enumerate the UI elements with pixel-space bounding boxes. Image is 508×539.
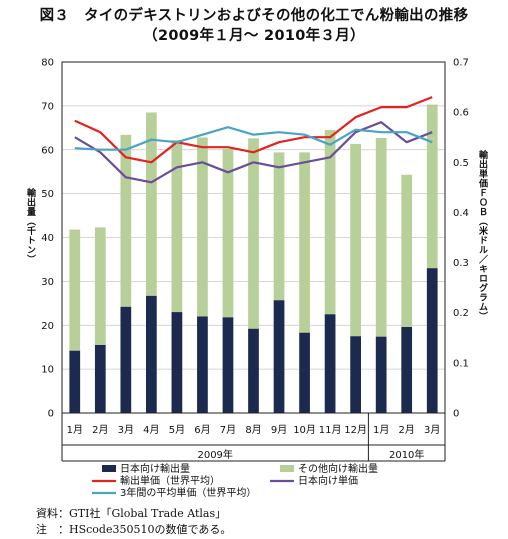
x-tick-label: 2月 bbox=[92, 424, 108, 436]
y-axis-right-label: 輸出単価ＦＯＢ（米ドル／キログラム） bbox=[477, 150, 487, 321]
bar-other-destinations bbox=[299, 152, 310, 333]
y-tick-label-right: 0.1 bbox=[453, 358, 469, 369]
remark-note: 注 ：HScode350510の数値である。 bbox=[36, 523, 232, 536]
bar-other-destinations bbox=[273, 152, 285, 301]
x-tick-label: 12月 bbox=[344, 424, 367, 436]
bar-other-destinations bbox=[197, 137, 208, 317]
x-tick-label: 8月 bbox=[245, 424, 261, 436]
y-tick-label-left: 20 bbox=[41, 321, 54, 332]
bar-japan bbox=[248, 328, 259, 413]
x-tick-label: 6月 bbox=[194, 424, 210, 436]
bar-japan bbox=[171, 312, 183, 413]
bar-other-destinations bbox=[146, 112, 157, 296]
legend-swatch bbox=[102, 465, 116, 472]
y-axis-left-label: 輸出量（千トン） bbox=[25, 188, 35, 264]
bar-japan bbox=[273, 300, 285, 413]
bar-japan bbox=[94, 344, 106, 413]
y-tick-label-left: 10 bbox=[41, 365, 54, 376]
bar-other-destinations bbox=[401, 174, 413, 328]
year-group-label: 2010年 bbox=[389, 448, 424, 461]
x-tick-label: 9月 bbox=[271, 424, 287, 436]
chart-title-line1: 図３ タイのデキストリンおよびその他の化工でん粉輸出の推移 bbox=[39, 8, 469, 24]
bar-japan bbox=[426, 268, 438, 413]
x-tick-label: 10月 bbox=[293, 424, 316, 436]
bar-japan bbox=[222, 317, 234, 413]
chart-canvas: 0 10 20 30 40 50 60 70 80 0 0.1 0.2 0.3 0.4 0.5 0.6 0.7 1… bbox=[41, 58, 469, 500]
y-tick-label-right: 0.4 bbox=[453, 208, 469, 219]
y-tick-label-left: 80 bbox=[41, 58, 54, 69]
bar-other-destinations bbox=[171, 140, 183, 313]
y-tick-label-left: 70 bbox=[41, 101, 54, 112]
bar-japan bbox=[401, 327, 413, 413]
y-tick-label-left: 50 bbox=[41, 189, 54, 200]
bar-japan bbox=[375, 336, 387, 413]
legend-label: その他向け輸出量 bbox=[298, 462, 378, 475]
line-world-average-price bbox=[74, 96, 433, 164]
bar-japan bbox=[299, 332, 310, 413]
x-tick-label: 7月 bbox=[220, 424, 236, 436]
chart-title-line2: （2009年１月～ 2010年３月） bbox=[143, 28, 365, 44]
bar-other-destinations bbox=[69, 229, 81, 351]
x-tick-label: 2月 bbox=[399, 424, 415, 436]
bar-japan bbox=[120, 306, 132, 413]
y-tick-label-left: 30 bbox=[41, 277, 54, 288]
plot-frame bbox=[61, 61, 446, 414]
bar-other-destinations bbox=[222, 148, 234, 318]
x-tick-label: 3月 bbox=[424, 424, 440, 436]
y-tick-label-right: 0.5 bbox=[453, 158, 469, 169]
legend-label: 日本向け輸出量 bbox=[120, 462, 190, 475]
source-note: 資料：GTI社「Global Trade Atlas」 bbox=[36, 507, 227, 520]
y-tick-label-right: 0.2 bbox=[453, 308, 469, 319]
y-tick-label-left: 40 bbox=[41, 233, 54, 244]
y-tick-label-right: 0.3 bbox=[453, 258, 469, 269]
x-tick-label: 1月 bbox=[67, 424, 83, 436]
bar-other-destinations bbox=[426, 104, 438, 269]
bar-japan bbox=[324, 314, 336, 413]
bar-japan bbox=[69, 350, 81, 413]
year-group-label: 2009年 bbox=[197, 448, 232, 461]
bar-other-destinations bbox=[375, 137, 387, 337]
bar-japan bbox=[197, 316, 208, 413]
bar-japan bbox=[350, 336, 361, 413]
bar-other-destinations bbox=[120, 134, 132, 307]
x-tick-label: 4月 bbox=[143, 424, 159, 436]
bar-other-destinations bbox=[350, 144, 361, 337]
x-tick-label: 1月 bbox=[373, 424, 389, 436]
legend-swatch bbox=[280, 465, 294, 472]
x-tick-label: 11月 bbox=[319, 424, 342, 436]
y-tick-label-left: 60 bbox=[41, 145, 54, 156]
y-tick-label-left: 0 bbox=[48, 409, 54, 420]
line-japan-price bbox=[74, 121, 433, 184]
legend-label: 3年間の平均単価（世界平均） bbox=[120, 486, 256, 499]
x-tick-label: 5月 bbox=[169, 424, 185, 436]
bar-japan bbox=[146, 295, 157, 413]
bar-other-destinations bbox=[248, 138, 259, 329]
bar-other-destinations bbox=[94, 227, 106, 345]
y-tick-label-right: 0.7 bbox=[453, 58, 469, 69]
legend-label: 輸出単価（世界平均） bbox=[120, 474, 220, 487]
legend-label: 日本向け単価 bbox=[298, 474, 358, 487]
y-tick-label-right: 0.6 bbox=[453, 108, 469, 119]
x-tick-label: 3月 bbox=[118, 424, 134, 436]
line-3yr-average-price bbox=[74, 126, 433, 151]
bar-other-destinations bbox=[324, 130, 336, 315]
y-tick-label-right: 0 bbox=[453, 409, 459, 420]
